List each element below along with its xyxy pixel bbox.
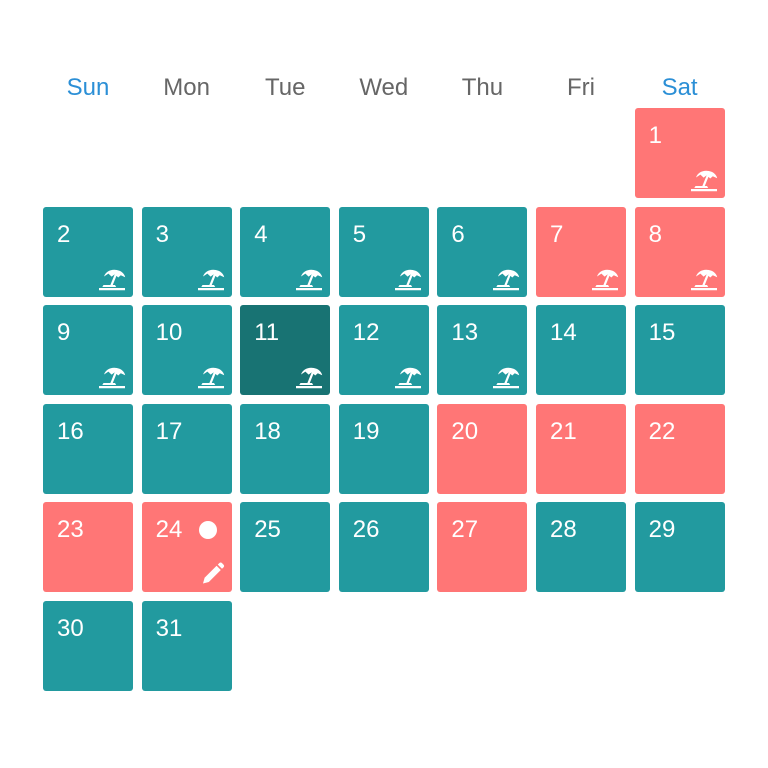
beach-umbrella-icon [591, 267, 619, 291]
day-number: 17 [155, 417, 183, 445]
day-number: 13 [451, 319, 479, 347]
day-number: 10 [155, 319, 183, 347]
calendar-day-26[interactable]: 26 [338, 502, 429, 593]
weekday-fri: Fri [567, 74, 595, 101]
weekday-mon: Mon [163, 74, 210, 101]
weekday-tue: Tue [264, 74, 306, 101]
day-number: 5 [352, 220, 367, 248]
day-number: 19 [352, 417, 380, 445]
calendar-day-5[interactable]: 5 [338, 206, 429, 297]
beach-umbrella-icon [295, 365, 323, 389]
day-number: 16 [57, 417, 84, 445]
calendar-day-16[interactable]: 16 [43, 403, 133, 494]
calendar-day-9[interactable]: 9 [43, 305, 133, 396]
weekday-sun: Sun [66, 74, 110, 101]
day-number: 11 [254, 319, 280, 347]
calendar-day-10[interactable]: 10 [141, 305, 232, 396]
day-number: 26 [352, 516, 380, 544]
calendar-day-12[interactable]: 12 [338, 305, 429, 396]
day-number: 6 [451, 220, 465, 248]
day-number: 9 [57, 319, 71, 347]
calendar-day-14[interactable]: 14 [536, 305, 626, 396]
calendar-day-18[interactable]: 18 [240, 403, 331, 494]
beach-umbrella-icon [394, 365, 422, 389]
calendar-day-7[interactable]: 7 [536, 206, 626, 297]
beach-umbrella-icon [295, 267, 323, 291]
day-number: 27 [451, 516, 479, 544]
calendar-day-19[interactable]: 19 [338, 403, 429, 494]
beach-umbrella-icon [197, 365, 225, 389]
beach-umbrella-icon [98, 365, 126, 389]
beach-umbrella-icon [492, 267, 520, 291]
calendar-day-2[interactable]: 2 [43, 206, 133, 297]
calendar-day-21[interactable]: 21 [536, 403, 626, 494]
day-grid: 1 2 3 4 5 6 7 8 9 10 11 12 13 14 15 16 17 18 19 20 21 22 23 24 2… [43, 108, 725, 698]
day-number: 7 [550, 220, 564, 248]
day-number: 28 [550, 516, 577, 544]
calendar-day-22[interactable]: 22 [634, 403, 725, 494]
day-number: 25 [254, 516, 281, 544]
calendar-day-27[interactable]: 27 [437, 502, 528, 593]
day-number: 22 [648, 417, 676, 445]
calendar-day-29[interactable]: 29 [634, 502, 725, 593]
calendar-day-25[interactable]: 25 [240, 502, 331, 593]
day-number: 18 [254, 417, 281, 445]
day-number: 12 [352, 319, 380, 347]
calendar-day-31[interactable]: 31 [141, 601, 232, 691]
day-number: 4 [254, 220, 268, 248]
calendar-day-24[interactable]: 24 [141, 502, 232, 593]
calendar-day-3[interactable]: 3 [141, 206, 232, 297]
day-number: 24 [155, 516, 183, 544]
day-number: 20 [451, 417, 479, 445]
calendar-day-28[interactable]: 28 [536, 502, 626, 593]
day-number: 3 [155, 220, 169, 248]
calendar-day-6[interactable]: 6 [437, 206, 528, 297]
calendar-day-17[interactable]: 17 [141, 403, 232, 494]
weekday-sat: Sat [661, 74, 698, 101]
weekday-header: Sun Mon Tue Wed Thu Fri Sat [0, 70, 768, 106]
beach-umbrella-icon [690, 267, 718, 291]
calendar-day-23[interactable]: 23 [43, 502, 133, 593]
day-number: 21 [550, 417, 577, 445]
day-number: 29 [648, 516, 676, 544]
day-number: 30 [57, 615, 84, 642]
weekday-thu: Thu [461, 74, 504, 101]
beach-umbrella-icon [492, 365, 520, 389]
calendar-day-20[interactable]: 20 [437, 403, 528, 494]
calendar-day-1[interactable]: 1 [634, 108, 725, 198]
calendar-day-13[interactable]: 13 [437, 305, 528, 396]
day-number: 2 [57, 220, 71, 248]
calendar-day-4[interactable]: 4 [240, 206, 331, 297]
day-number: 15 [648, 319, 676, 347]
calendar-day-30[interactable]: 30 [43, 601, 133, 691]
beach-umbrella-icon [197, 267, 225, 291]
dot-icon [198, 521, 217, 540]
calendar-day-11[interactable]: 11 [240, 305, 331, 396]
day-number: 1 [648, 122, 662, 149]
day-number: 23 [57, 516, 84, 544]
day-number: 8 [648, 220, 662, 248]
calendar-day-15[interactable]: 15 [634, 305, 725, 396]
beach-umbrella-icon [98, 267, 126, 291]
pencil-icon [197, 562, 225, 586]
weekday-wed: Wed [359, 74, 409, 101]
beach-umbrella-icon [394, 267, 422, 291]
calendar-day-8[interactable]: 8 [634, 206, 725, 297]
beach-umbrella-icon [690, 168, 718, 192]
day-number: 14 [550, 319, 577, 347]
day-number: 31 [155, 615, 183, 642]
